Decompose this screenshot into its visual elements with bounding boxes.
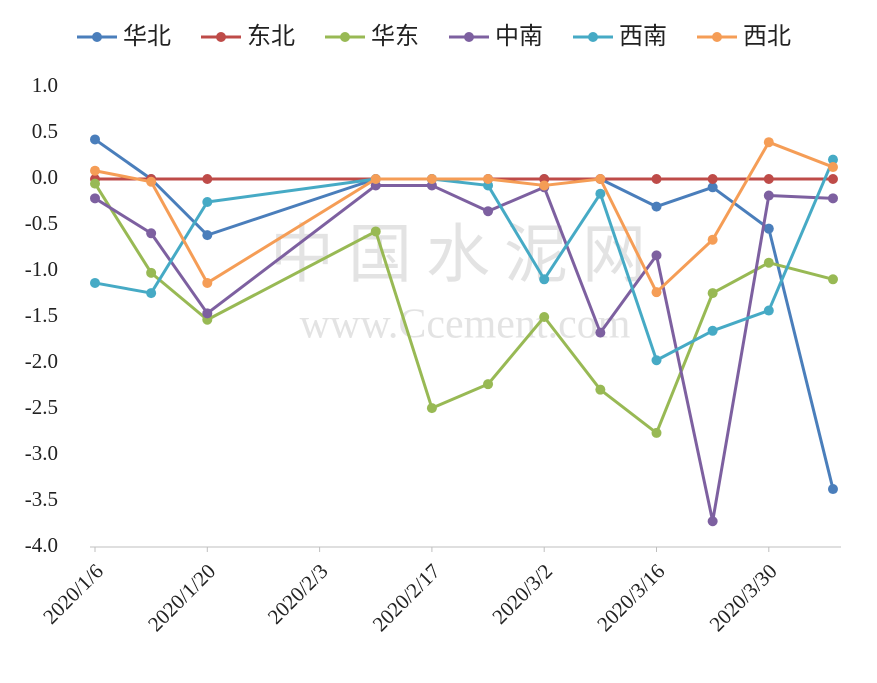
- data-point: [595, 327, 606, 338]
- data-point: [90, 178, 100, 189]
- legend-marker: [588, 32, 598, 42]
- data-point: [651, 427, 662, 438]
- data-point: [426, 174, 437, 184]
- data-point: [202, 308, 213, 319]
- data-point: [763, 137, 774, 148]
- data-point: [651, 174, 662, 184]
- data-point: [426, 403, 437, 414]
- y-tick-label: -1.0: [25, 257, 58, 281]
- data-point: [595, 188, 606, 199]
- x-tick-label: 2020/2/17: [368, 559, 445, 636]
- legend-label: 华北: [123, 22, 171, 50]
- data-point: [483, 206, 494, 217]
- data-point: [763, 174, 774, 184]
- x-tick-label: 2020/3/30: [705, 559, 782, 636]
- data-point: [202, 174, 213, 184]
- data-point: [202, 197, 213, 207]
- data-point: [370, 226, 381, 237]
- series-line: [93, 182, 834, 435]
- data-point: [707, 234, 718, 245]
- data-point: [483, 174, 494, 184]
- data-point: [146, 267, 157, 278]
- data-point: [763, 223, 774, 234]
- data-point: [763, 305, 774, 316]
- y-tick-label: -0.5: [25, 211, 58, 235]
- data-point: [827, 174, 838, 184]
- x-tick-label: 2020/2/3: [263, 559, 333, 629]
- y-tick-label: -2.0: [25, 349, 58, 373]
- data-point: [707, 325, 718, 336]
- data-point: [146, 288, 157, 299]
- x-tick-label: 2020/1/6: [38, 559, 108, 629]
- data-point: [90, 134, 100, 145]
- legend-label: 东北: [247, 22, 295, 50]
- x-tick-label: 2020/1/20: [143, 559, 220, 636]
- legend-label: 中南: [495, 22, 543, 50]
- data-point: [651, 287, 662, 298]
- series-line: [94, 140, 834, 294]
- data-point: [827, 193, 838, 204]
- series-line: [94, 183, 834, 523]
- data-point: [539, 312, 550, 322]
- legend-label: 华东: [371, 22, 419, 50]
- data-point: [763, 257, 774, 268]
- y-tick-label: -3.5: [25, 487, 58, 511]
- legend-marker: [216, 32, 226, 42]
- x-tick-label: 2020/3/16: [592, 559, 669, 636]
- legend-marker: [712, 32, 722, 42]
- y-tick-label: -2.5: [25, 395, 58, 419]
- legend-label: 西北: [743, 22, 791, 50]
- data-point: [539, 180, 550, 191]
- legend-marker: [340, 32, 350, 42]
- y-tick-label: -1.5: [25, 303, 58, 327]
- x-tick-label: 2020/3/2: [487, 559, 557, 629]
- data-point: [539, 274, 550, 285]
- legend-marker: [92, 32, 102, 42]
- data-point: [90, 193, 100, 204]
- watermark: www.Ccement.com: [300, 302, 631, 348]
- data-point: [651, 355, 662, 366]
- data-point: [595, 174, 606, 184]
- y-tick-label: 1.0: [32, 73, 58, 97]
- y-tick-label: 0.5: [32, 119, 58, 143]
- data-point: [707, 516, 718, 527]
- data-point: [707, 182, 718, 193]
- data-point: [651, 201, 662, 212]
- data-point: [827, 274, 838, 285]
- data-point: [202, 230, 213, 241]
- data-point: [202, 277, 213, 288]
- data-point: [90, 277, 100, 288]
- legend-marker: [464, 32, 474, 42]
- data-point: [827, 162, 838, 173]
- legend-label: 西南: [619, 22, 667, 50]
- data-point: [90, 165, 100, 176]
- data-point: [595, 384, 606, 395]
- data-point: [146, 176, 157, 187]
- data-point: [707, 174, 718, 184]
- data-point: [707, 288, 718, 299]
- data-point: [651, 250, 662, 261]
- data-point: [827, 484, 838, 495]
- y-tick-label: -4.0: [25, 533, 58, 557]
- data-point: [827, 154, 838, 165]
- series-line: [94, 159, 835, 362]
- data-point: [483, 379, 494, 390]
- data-point: [763, 190, 774, 201]
- y-tick-label: -3.0: [25, 441, 58, 465]
- data-point: [146, 228, 157, 239]
- data-point: [370, 174, 381, 184]
- y-tick-label: 0.0: [32, 165, 58, 189]
